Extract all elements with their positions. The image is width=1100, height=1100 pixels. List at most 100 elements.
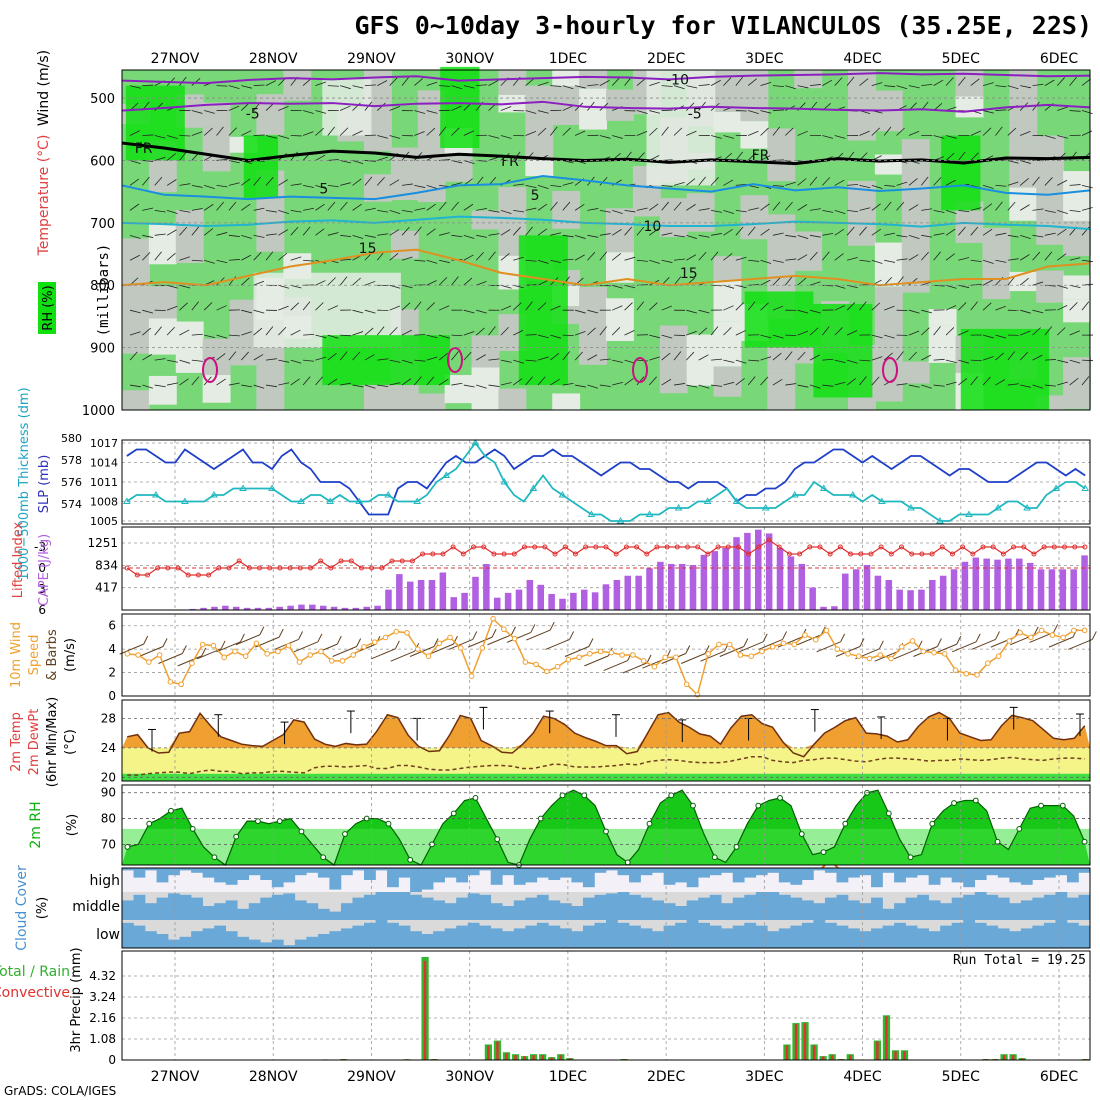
wind-barb: [216, 85, 228, 87]
cloud-bar: [456, 897, 469, 920]
cape-bar: [820, 606, 827, 610]
li-marker: [1041, 544, 1047, 550]
wind-barb: [414, 259, 426, 262]
wind-barb: [401, 76, 410, 86]
wind-barb: [290, 209, 302, 213]
wind-barb: [933, 326, 941, 336]
cloud-bar: [237, 936, 250, 948]
wind-barb: [265, 251, 274, 261]
wind-barb: [797, 234, 809, 239]
wind-barb: [673, 85, 685, 90]
wind-barb: [859, 259, 871, 262]
precip-convective-bar: [505, 1053, 508, 1060]
wind-barb: [784, 201, 793, 211]
wind-barb: [142, 354, 152, 361]
rh-marker: [842, 820, 849, 827]
cloud-bar: [905, 868, 918, 878]
rh-cell: [202, 375, 231, 403]
top-date-label: 2DEC: [647, 51, 686, 67]
wind-barb: [945, 135, 957, 139]
wind-barb: [1032, 327, 1041, 336]
wind-barb: [661, 201, 670, 211]
rh-band: [744, 291, 814, 348]
wind-barb-flag: [356, 638, 362, 647]
wind-barb: [352, 178, 362, 186]
wind-barb: [933, 135, 945, 139]
wind-barb: [698, 176, 706, 186]
wind-barb: [859, 207, 871, 211]
wind-barb: [253, 354, 264, 361]
thickness-marker: [645, 510, 654, 517]
wind-barb: [488, 251, 496, 261]
wind-speed-marker: [1017, 629, 1023, 636]
cape-bar: [1005, 558, 1012, 610]
wind-barb: [340, 182, 351, 186]
cloud-bar: [571, 868, 584, 883]
wind-barb: [958, 330, 969, 336]
wind-speed-marker: [328, 658, 335, 664]
wind-barb: [884, 85, 896, 88]
wind-barb: [525, 376, 533, 386]
tick-label: 2.16: [89, 1011, 116, 1025]
wind-barb: [809, 234, 821, 238]
wind-barb: [995, 334, 1007, 339]
wind-speed-marker: [834, 646, 841, 652]
wind-barb: [809, 354, 820, 361]
wind-barb: [735, 284, 747, 289]
cape-bar: [341, 607, 349, 610]
bottom-date-label: 3DEC: [745, 1069, 784, 1085]
cloud-bar: [790, 897, 803, 920]
cape-bar: [950, 569, 958, 610]
wind-barb: [1007, 351, 1016, 361]
wind-speed-marker: [350, 652, 357, 658]
wind-barb: [1081, 301, 1090, 311]
rh-cell: [525, 157, 554, 177]
wind-barb: [1069, 76, 1077, 86]
li-marker: [939, 544, 945, 550]
wind-speed-marker: [199, 641, 206, 648]
pressure-tick-label: 500: [90, 92, 115, 107]
cape-bar: [852, 569, 860, 610]
rh-cell: [874, 333, 903, 364]
wind-barb: [735, 359, 747, 364]
wind-speed-marker: [189, 660, 195, 667]
wind-barb: [377, 233, 389, 236]
wind-barb: [822, 177, 831, 186]
thickness-tick-label: 578: [61, 454, 82, 467]
wind-barb: [448, 638, 473, 650]
wind-barb: [636, 376, 645, 386]
wind-barb: [340, 382, 352, 386]
wind-barb: [228, 201, 237, 211]
rh-cell: [579, 319, 607, 365]
wind-barb: [622, 662, 648, 674]
wind-barb: [1081, 185, 1093, 189]
cape-bar: [570, 592, 577, 610]
wind-barb: [673, 234, 685, 238]
wind-barb: [216, 641, 241, 653]
wind-speed-marker: [791, 641, 798, 648]
wind-barb: [933, 209, 945, 213]
li-marker: [144, 572, 150, 578]
wind-barb: [921, 309, 933, 314]
axis-title: Speed: [27, 635, 42, 676]
wind-barb: [562, 105, 573, 111]
rh-marker: [1059, 802, 1066, 809]
legend-wind: Wind (m/s): [36, 50, 52, 126]
cloud-bar: [1066, 922, 1079, 948]
isotherm-label: 15: [680, 266, 698, 282]
wind-barb: [1081, 259, 1093, 263]
slp-tick-label: 1014: [90, 457, 118, 470]
li-marker: [226, 565, 232, 571]
cloud-bar: [582, 868, 595, 888]
thickness-marker: [239, 484, 247, 491]
axis-title: 10m Wind: [9, 622, 24, 688]
cloud-bar: [156, 868, 169, 883]
wind-barb: [883, 201, 892, 211]
cloud-bar: [974, 922, 987, 948]
wind-barb: [809, 208, 821, 211]
axis-title: 2m DewPt: [27, 709, 42, 776]
thickness-marker: [529, 484, 538, 491]
cloud-bar: [559, 928, 572, 948]
